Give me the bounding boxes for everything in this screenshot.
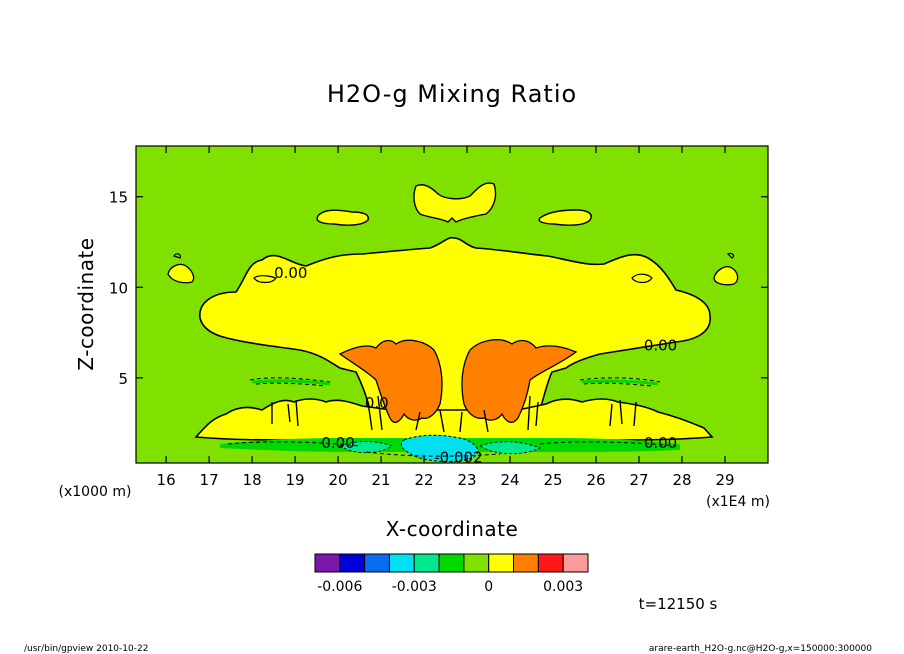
contour-label: 0.00 xyxy=(274,264,307,282)
contour-region-patch-upper-right xyxy=(538,209,592,226)
plot-frame xyxy=(135,145,769,464)
colorbar-swatch xyxy=(388,553,415,573)
contour-region-dot-right xyxy=(726,252,735,259)
contour-label: 0.0 xyxy=(365,394,389,412)
y-tick-label: 10 xyxy=(109,279,128,297)
colorbar-swatch xyxy=(513,553,539,573)
colorbar-swatch xyxy=(339,553,366,573)
colorbar-swatch xyxy=(537,553,564,573)
colorbar-swatch xyxy=(488,553,515,573)
contour-region-dot-left xyxy=(173,253,181,259)
footer-left: /usr/bin/gpview 2010-10-22 xyxy=(24,644,148,654)
contour-region-orange-core-left xyxy=(338,339,443,423)
y-axis: 5 10 15 xyxy=(109,189,768,388)
x-tick-label: 18 xyxy=(243,471,262,489)
contour-region-patch-upper-left xyxy=(316,209,369,226)
chart-title: H2O-g Mixing Ratio xyxy=(327,80,577,108)
x-tick-label: 27 xyxy=(629,471,648,489)
x-axis-label: X-coordinate xyxy=(386,517,519,541)
y-tick-label: 5 xyxy=(118,370,128,388)
colorbar-tick-label: 0 xyxy=(484,579,493,595)
x-tick-label: 23 xyxy=(458,471,477,489)
contour-label: 0.00 xyxy=(644,336,677,354)
y-axis-label: Z-coordinate xyxy=(74,237,98,370)
x-tick-label: 22 xyxy=(415,471,434,489)
colorbar xyxy=(314,553,589,573)
colorbar-swatch xyxy=(364,553,390,573)
x-tick-label: 28 xyxy=(672,471,691,489)
colorbar-swatch xyxy=(562,553,589,573)
contour-labels: 0.00 0.00 0.00 0.00 0.0 -0.002 xyxy=(274,264,677,467)
x-tick-label: 19 xyxy=(286,471,305,489)
contour-label: 0.00 xyxy=(321,434,354,452)
colorbar-tick-label: -0.003 xyxy=(392,579,437,595)
plot-area xyxy=(136,146,768,463)
contour-label: 0.00 xyxy=(644,434,677,452)
colorbar-swatch xyxy=(463,553,490,573)
contour-region-main-plume xyxy=(199,236,711,435)
colorbar-labels: -0.006 -0.003 0 0.003 xyxy=(317,579,583,595)
contour-region-patch-small-right xyxy=(631,273,653,284)
green-streaks xyxy=(251,379,659,386)
contour-region-lower-band xyxy=(194,398,714,441)
contour-region-patch-far-left xyxy=(167,263,195,284)
contour-region-teal-patch-left xyxy=(339,441,393,454)
x-tick-label: 29 xyxy=(715,471,734,489)
x-tick-label: 25 xyxy=(543,471,562,489)
colorbar-swatch xyxy=(438,553,465,573)
x-axis: 16 17 18 19 20 21 22 23 24 25 26 27 28 29 xyxy=(157,146,735,489)
y-unit-label: (x1000 m) xyxy=(59,484,132,500)
contour-region-teal-patch-right xyxy=(479,441,541,455)
contour-region-cyan-core xyxy=(400,434,479,463)
contour-region-top-patch xyxy=(413,182,497,223)
contour-fingers xyxy=(271,395,637,433)
x-tick-label: 17 xyxy=(200,471,219,489)
x-tick-label: 24 xyxy=(500,471,519,489)
contour-region-orange-core-right xyxy=(461,339,578,424)
x-tick-label: 16 xyxy=(157,471,176,489)
footer-right: arare-earth_H2O-g.nc@H2O-g,x=150000:3000… xyxy=(649,644,872,654)
x-tick-label: 20 xyxy=(329,471,348,489)
colorbar-swatch xyxy=(314,553,341,573)
colorbar-tick-label: 0.003 xyxy=(543,579,583,595)
time-label: t=12150 s xyxy=(639,595,718,613)
contour-region-patch-far-right xyxy=(713,266,739,286)
contour-label: -0.002 xyxy=(434,449,482,467)
colorbar-tick-label: -0.006 xyxy=(317,579,362,595)
contour-region-patch-small-left xyxy=(253,275,277,284)
negative-contour-streaks xyxy=(227,377,677,457)
x-tick-label: 21 xyxy=(372,471,391,489)
x-unit-label: (x1E4 m) xyxy=(706,494,770,510)
y-tick-label: 15 xyxy=(109,189,128,207)
x-tick-label: 26 xyxy=(586,471,605,489)
colorbar-swatch xyxy=(413,553,440,573)
